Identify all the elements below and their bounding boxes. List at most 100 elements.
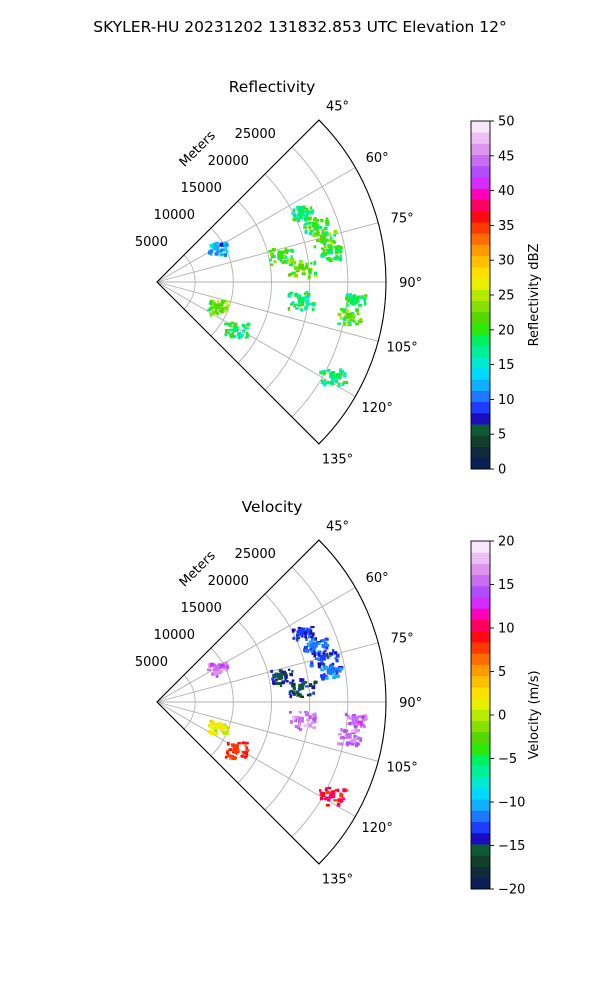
echo-cell xyxy=(220,300,225,305)
echo-cell xyxy=(326,787,329,790)
echo-cell xyxy=(268,249,273,253)
echo-cell xyxy=(225,669,229,672)
echo-cell xyxy=(232,756,238,760)
echo-cell xyxy=(329,236,333,241)
colorbar-segment xyxy=(471,334,490,346)
echo-cell xyxy=(297,294,302,297)
echo-cell xyxy=(300,308,304,312)
colorbar-tick-label: 0 xyxy=(498,709,506,724)
echo-cell xyxy=(209,250,214,253)
echo-cell xyxy=(316,218,320,222)
echo-cell xyxy=(321,792,326,795)
echo-cell xyxy=(325,803,330,807)
echo-cell xyxy=(320,255,324,258)
echo-cell xyxy=(219,666,223,670)
echo-cell xyxy=(321,638,326,643)
echo-cell xyxy=(304,649,309,653)
angle-tick-label: 75° xyxy=(391,631,414,646)
echo-cell xyxy=(307,216,312,221)
velocity-panel: Velocity 45°60°75°90°105°120°135°5000100… xyxy=(135,498,542,898)
echo-cluster xyxy=(291,625,315,642)
echo-cell xyxy=(313,226,317,231)
echo-cell xyxy=(327,786,332,790)
velocity-labels: 45° 60° 75° 90° 105° 120° 135° 5000 10000 15000 20… xyxy=(135,519,422,887)
echo-cell xyxy=(226,742,230,746)
colorbar-segment xyxy=(471,154,490,167)
echo-cell xyxy=(323,673,326,676)
echo-cell xyxy=(284,672,287,676)
velocity-title: Velocity xyxy=(242,498,303,516)
echo-cell xyxy=(231,743,235,747)
echo-cell xyxy=(358,720,362,725)
colorbar-tick-label: 10 xyxy=(498,393,515,408)
echo-cell xyxy=(323,244,327,249)
echo-cell xyxy=(298,728,303,731)
colorbar-segment xyxy=(471,424,490,436)
echo-cell xyxy=(210,730,214,734)
echo-cell xyxy=(340,308,344,311)
echo-cell xyxy=(291,301,295,304)
echo-cell xyxy=(320,661,324,666)
echo-cell xyxy=(297,303,302,307)
echo-cell xyxy=(354,730,359,733)
echo-cell xyxy=(305,265,309,270)
colorbar-segment xyxy=(471,754,490,766)
echo-cell xyxy=(210,306,214,309)
echo-cell xyxy=(350,311,355,315)
echo-cell xyxy=(310,209,315,213)
echo-cell xyxy=(317,654,321,658)
echo-cell xyxy=(224,241,228,245)
echo-cell xyxy=(328,246,333,250)
echo-cell xyxy=(291,691,296,695)
echo-cell xyxy=(362,297,367,300)
angle-tick-label: 45° xyxy=(326,99,349,114)
echo-cell xyxy=(208,301,212,305)
echo-cell xyxy=(352,313,356,318)
echo-core xyxy=(319,234,326,241)
echo-cell xyxy=(328,232,332,236)
echo-cell xyxy=(342,380,346,384)
echo-cell xyxy=(326,656,330,660)
echo-cell xyxy=(292,218,297,222)
echo-cell xyxy=(221,299,226,303)
echo-cell xyxy=(224,333,227,337)
echo-cell xyxy=(346,309,350,313)
echo-cell xyxy=(348,716,353,720)
echo-cell xyxy=(318,226,323,229)
echo-cell xyxy=(351,294,355,298)
echo-cell xyxy=(280,250,284,254)
echo-cell xyxy=(321,379,325,384)
angle-tick-label: 120° xyxy=(362,821,393,836)
echo-cell xyxy=(359,319,363,324)
echo-cell xyxy=(305,290,309,295)
echo-cell xyxy=(343,372,347,375)
echo-cell xyxy=(292,686,296,691)
echo-core xyxy=(213,664,220,671)
echo-cell xyxy=(317,650,321,654)
echo-core xyxy=(232,746,239,753)
echo-cell xyxy=(214,308,218,312)
echo-cell xyxy=(293,303,297,308)
echo-cell xyxy=(297,722,301,727)
echo-cell xyxy=(343,323,347,327)
echo-cell xyxy=(279,258,282,263)
echo-cell xyxy=(210,721,215,726)
echo-cell xyxy=(331,669,336,673)
echo-cell xyxy=(211,672,216,675)
echo-cell xyxy=(241,751,245,754)
range-tick-label: 25000 xyxy=(235,127,276,142)
echo-cell xyxy=(359,737,363,740)
echo-cell xyxy=(294,724,299,729)
echo-cell xyxy=(358,303,363,307)
angle-tick-label: 135° xyxy=(322,453,353,468)
range-tick-label: 25000 xyxy=(235,547,276,562)
colorbar-segment xyxy=(471,619,490,632)
echo-cell xyxy=(336,802,341,807)
echo-cell xyxy=(325,676,329,680)
echo-cell xyxy=(245,324,251,327)
colorbar-segment xyxy=(471,199,490,212)
echo-cell xyxy=(223,731,226,735)
echo-cell xyxy=(325,238,328,243)
echo-cell xyxy=(340,742,344,746)
echo-cell xyxy=(289,272,293,277)
